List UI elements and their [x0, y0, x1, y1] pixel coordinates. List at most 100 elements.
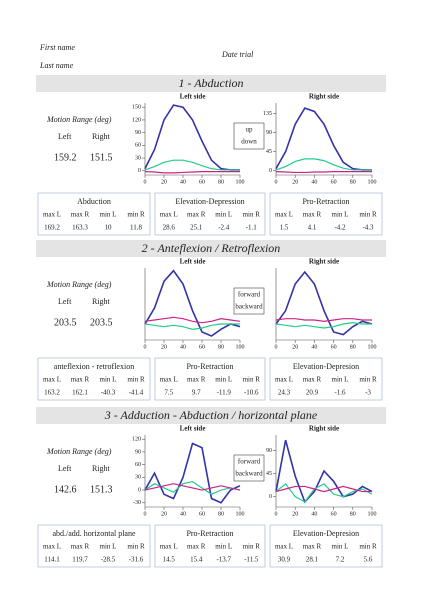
x-tick-label: 100: [236, 511, 245, 517]
x-tick-label: 60: [199, 179, 205, 185]
table-header: max R: [303, 543, 322, 551]
series-line: [275, 322, 372, 329]
motion-range-label: Motion Range (deg): [46, 115, 112, 124]
table-header: max L: [43, 376, 61, 384]
table-value: -10.6: [244, 389, 259, 397]
table-value: -2.4: [218, 224, 230, 232]
table-header: min L: [100, 376, 117, 384]
series-line: [144, 104, 240, 171]
table-header: max R: [71, 376, 90, 384]
table-header: max R: [71, 211, 90, 219]
table-title: Pro-Retraction: [186, 362, 233, 371]
table-box: [37, 524, 151, 568]
right-range: 151.3: [90, 484, 113, 495]
x-tick-label: 40: [180, 179, 186, 185]
table-header: min R: [359, 543, 377, 551]
table-box: [269, 192, 383, 236]
table-header: max R: [187, 376, 206, 384]
table-value: 119.7: [72, 556, 88, 564]
table-value: 5.6: [364, 556, 373, 564]
table-title: Elevation-Depression: [175, 197, 244, 206]
series-line: [275, 482, 373, 503]
chart-title: Left side: [180, 425, 206, 433]
table-header: max L: [160, 543, 178, 551]
y-tick-label: 135: [263, 111, 272, 117]
y-tick-label: 90: [266, 448, 272, 454]
x-tick-label: 0: [144, 511, 147, 517]
motion-range-label: Motion Range (deg): [46, 447, 112, 456]
y-tick-label: 90: [135, 130, 141, 136]
right-range: 151.5: [90, 152, 113, 163]
x-tick-label: 60: [199, 511, 205, 517]
x-tick-label: 20: [292, 511, 298, 517]
x-tick-label: 100: [368, 344, 377, 350]
table-header: min L: [215, 376, 232, 384]
table-value: -11.5: [244, 556, 259, 564]
x-tick-label: 80: [350, 511, 356, 517]
table-value: 28.6: [163, 224, 176, 232]
x-tick-label: 20: [292, 344, 298, 350]
x-tick-label: 100: [236, 179, 245, 185]
legend-label: forward: [238, 291, 261, 299]
right-range: 203.5: [90, 317, 113, 328]
table-box: [37, 192, 151, 236]
legend-box: [233, 287, 265, 315]
section-title: 2 - Anteflexion / Retroflexion: [142, 241, 281, 255]
table-title: anteflexion - retroflexion: [54, 362, 134, 371]
table-header: max R: [187, 543, 206, 551]
table-header: min L: [215, 211, 232, 219]
table-value: 7.2: [336, 556, 345, 564]
right-label: Right: [92, 132, 111, 141]
left-label: Left: [58, 297, 72, 306]
table-value: -11.9: [217, 389, 232, 397]
legend-label: backward: [235, 303, 263, 311]
x-tick-label: 100: [368, 179, 377, 185]
table-box: [154, 524, 266, 568]
table-title: Elevation-Depresion: [293, 362, 359, 371]
left-range: 203.5: [54, 317, 77, 328]
series-line: [144, 171, 240, 174]
y-tick-label: 90: [135, 449, 141, 455]
right-label: Right: [92, 297, 111, 306]
table-value: -3: [365, 389, 371, 397]
right-label: Right: [92, 464, 111, 473]
table-value: -41.4: [129, 389, 144, 397]
table-value: 4.1: [308, 224, 317, 232]
x-tick-label: 80: [350, 179, 356, 185]
x-tick-label: 60: [199, 344, 205, 350]
table-value: 30.9: [278, 556, 291, 564]
series-line: [275, 485, 372, 493]
table-header: min L: [332, 211, 349, 219]
table-header: max R: [71, 543, 90, 551]
series-line: [275, 107, 372, 171]
table-header: min L: [332, 376, 349, 384]
first-name-label: First name: [39, 43, 75, 52]
table-box: [37, 357, 151, 401]
table-title: Abduction: [77, 197, 111, 206]
table-value: 10: [105, 224, 113, 232]
y-tick-label: 30: [135, 475, 141, 481]
table-header: max L: [275, 211, 293, 219]
x-tick-label: 0: [144, 179, 147, 185]
y-tick-label: 0: [138, 487, 141, 493]
x-tick-label: 40: [180, 344, 186, 350]
x-tick-label: 20: [161, 344, 167, 350]
table-header: min R: [243, 211, 261, 219]
series-line: [275, 171, 372, 174]
chart-title: Left side: [180, 258, 206, 266]
left-range: 159.2: [54, 152, 77, 163]
section-bar: [36, 75, 386, 92]
x-tick-label: 80: [350, 344, 356, 350]
x-tick-label: 20: [292, 179, 298, 185]
table-value: 20.9: [306, 389, 319, 397]
legend-box: [233, 454, 265, 482]
table-value: -13.7: [216, 556, 231, 564]
date-trial-label: Date trial: [221, 50, 254, 59]
left-label: Left: [58, 464, 72, 473]
chart-title: Right side: [309, 93, 339, 101]
y-tick-label: 0: [138, 168, 141, 174]
table-box: [269, 524, 383, 568]
table-header: min R: [127, 211, 145, 219]
x-tick-label: 0: [275, 511, 278, 517]
